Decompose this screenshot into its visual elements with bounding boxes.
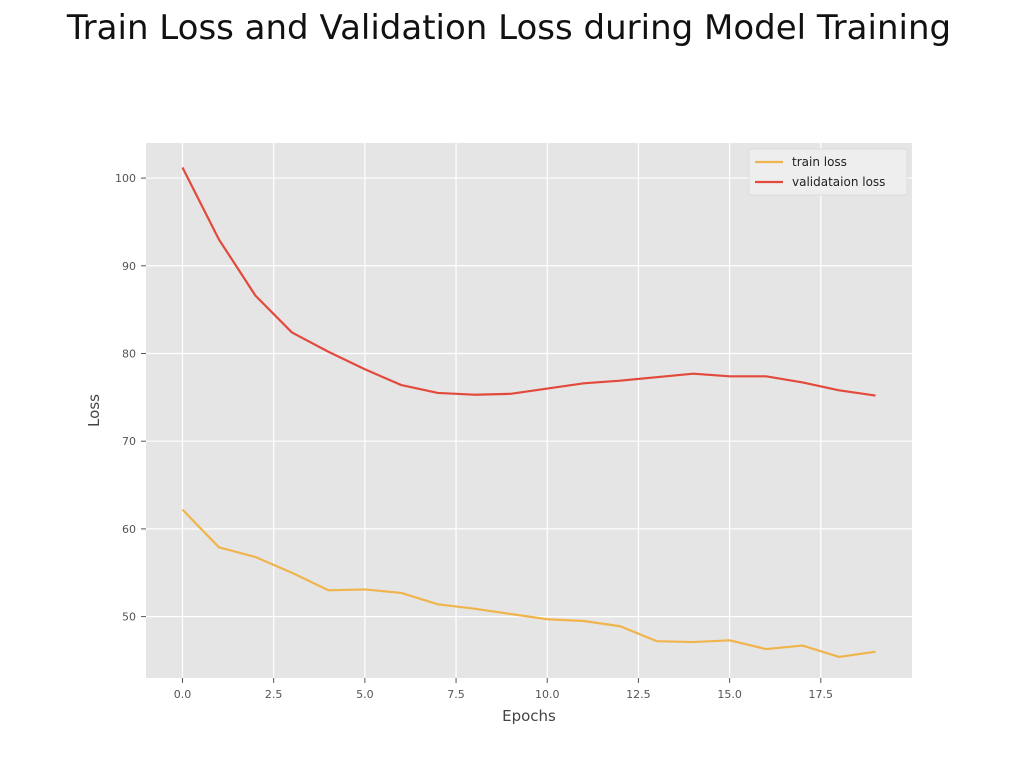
legend-label-validation-loss: validataion loss — [792, 175, 885, 189]
series-line-validation-loss — [181, 167, 876, 397]
y-tick-label: 60 — [122, 523, 136, 536]
x-axis-label: Epochs — [502, 707, 556, 725]
x-tick-label: 0.0 — [174, 688, 192, 701]
plot-area — [146, 143, 912, 678]
x-tick-label: 2.5 — [265, 688, 283, 701]
y-tick-label: 100 — [115, 172, 136, 185]
x-tick-label: 10.0 — [535, 688, 560, 701]
y-axis-label: Loss — [85, 394, 103, 427]
y-tick-label: 70 — [122, 435, 136, 448]
series-lines — [181, 167, 876, 659]
x-tick-label: 15.0 — [717, 688, 742, 701]
series-line-train-loss — [181, 508, 876, 659]
chart-title: Train Loss and Validation Loss during Mo… — [66, 8, 952, 48]
x-tick-label: 7.5 — [447, 688, 465, 701]
legend: train loss validataion loss — [748, 148, 908, 196]
legend-box — [748, 148, 908, 196]
axis-ticks: 0.0 2.5 5.0 7.5 10.0 12.5 15.0 17.5 50 60 70 80 90 10… — [115, 172, 833, 701]
legend-label-train-loss: train loss — [792, 155, 847, 169]
x-tick-label: 12.5 — [626, 688, 651, 701]
grid-lines — [146, 143, 912, 678]
y-tick-label: 90 — [122, 260, 136, 273]
y-tick-label: 50 — [122, 611, 136, 624]
x-tick-label: 17.5 — [809, 688, 834, 701]
y-tick-label: 80 — [122, 347, 136, 360]
x-tick-label: 5.0 — [356, 688, 374, 701]
